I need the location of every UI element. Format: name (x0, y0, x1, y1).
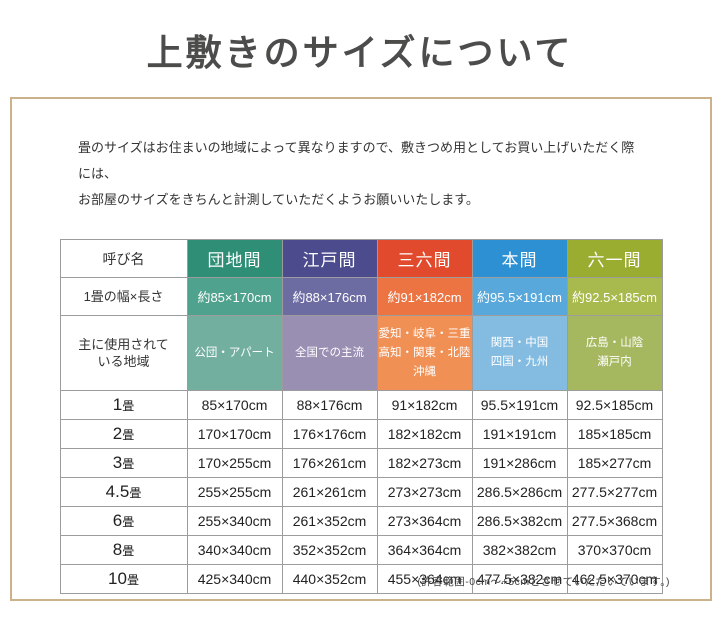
row-label-unit: 畳 (129, 485, 142, 500)
size-cell: 352×352cm (281, 535, 378, 565)
size-cell: 382×382cm (471, 535, 568, 565)
intro-text: 畳のサイズはお住まいの地域によって異なりますので、敷きつめ用としてお買い上げいた… (78, 135, 644, 213)
row-label-number: 6 (112, 510, 123, 530)
approx-size-cell: 約95.5×191cm (471, 277, 568, 316)
table-row: 1畳 85×170cm 88×176cm 91×182cm 95.5×191cm… (59, 390, 663, 420)
row-label-8jo: 8畳 (59, 535, 188, 565)
size-cell: 92.5×185cm (566, 390, 663, 420)
size-cell: 88×176cm (281, 390, 378, 420)
size-cell: 185×277cm (566, 448, 663, 478)
table-row: 4.5畳 255×255cm 261×261cm 273×273cm 286.5… (59, 477, 663, 507)
size-cell: 273×364cm (376, 506, 473, 536)
size-cell: 340×340cm (186, 535, 283, 565)
approx-size-cell: 約88×176cm (281, 277, 378, 316)
row-label-number: 1 (112, 394, 123, 414)
size-cell: 261×261cm (281, 477, 378, 507)
size-cell: 286.5×286cm (471, 477, 568, 507)
size-cell: 277.5×368cm (566, 506, 663, 536)
table-row: 2畳 170×170cm 176×176cm 182×182cm 191×191… (59, 419, 663, 449)
intro-line-1: 畳のサイズはお住まいの地域によって異なりますので、敷きつめ用としてお買い上げいた… (78, 140, 635, 181)
size-cell: 170×170cm (186, 419, 283, 449)
region-cell: 関西・中国 四国・九州 (471, 315, 568, 391)
size-cell: 91×182cm (376, 390, 473, 420)
table-row: 10畳 425×340cm 440×352cm 455×364cm 477.5×… (59, 564, 663, 594)
table-row: 6畳 255×340cm 261×352cm 273×364cm 286.5×3… (59, 506, 663, 536)
size-cell: 477.5×382cm (471, 564, 568, 594)
row-label-regions: 主に使用されて いる地域 (59, 315, 188, 391)
size-cell: 425×340cm (186, 564, 283, 594)
row-label-number: 4.5 (105, 481, 130, 501)
size-cell: 182×182cm (376, 419, 473, 449)
row-label-10jo: 10畳 (59, 564, 188, 594)
size-cell: 255×255cm (186, 477, 283, 507)
column-header-danchima: 団地間 (186, 239, 283, 278)
size-cell: 261×352cm (281, 506, 378, 536)
size-cell: 455×364cm (376, 564, 473, 594)
row-label-2jo: 2畳 (59, 419, 188, 449)
tolerance-note: (許容範囲-0cm～+5cmとさせていただいています。) (417, 576, 670, 588)
row-label-number: 8 (112, 539, 123, 559)
size-cell: 191×191cm (471, 419, 568, 449)
size-cell: 462.5×370cm (566, 564, 663, 594)
size-cell: 176×176cm (281, 419, 378, 449)
row-label-unit: 畳 (122, 398, 135, 413)
region-cell: 公団・アパート (186, 315, 283, 391)
intro-line-2: お部屋のサイズをきちんと計測していただくようお願いいたします。 (78, 192, 479, 207)
row-label-6jo: 6畳 (59, 506, 188, 536)
size-cell: 176×261cm (281, 448, 378, 478)
size-cell: 370×370cm (566, 535, 663, 565)
region-cell: 広島・山陰 瀬戸内 (566, 315, 663, 391)
region-cell: 愛知・岐阜・三重 高知・関東・北陸 沖縄 (376, 315, 473, 391)
row-label-width-length: 1畳の幅×長さ (59, 277, 188, 316)
corner-label: 呼び名 (59, 239, 188, 278)
table-row: 3畳 170×255cm 176×261cm 182×273cm 191×286… (59, 448, 663, 478)
column-header-edoma: 江戸間 (281, 239, 378, 278)
size-cell: 286.5×382cm (471, 506, 568, 536)
size-cell: 185×185cm (566, 419, 663, 449)
column-header-sabuma: 三六間 (376, 239, 473, 278)
row-label-3jo: 3畳 (59, 448, 188, 478)
region-row: 主に使用されて いる地域 公団・アパート 全国での主流 愛知・岐阜・三重 高知・… (59, 315, 663, 391)
column-header-honma: 本間 (471, 239, 568, 278)
table-header-row: 呼び名 団地間 江戸間 三六間 本間 六一間 (59, 239, 663, 278)
page-title: 上敷きのサイズについて (146, 33, 574, 73)
size-cell: 85×170cm (186, 390, 283, 420)
approx-size-cell: 約91×182cm (376, 277, 473, 316)
size-cell: 277.5×277cm (566, 477, 663, 507)
size-cell: 255×340cm (186, 506, 283, 536)
content-box: 畳のサイズはお住まいの地域によって異なりますので、敷きつめ用としてお買い上げいた… (10, 97, 712, 601)
table-row: 8畳 340×340cm 352×352cm 364×364cm 382×382… (59, 535, 663, 565)
row-label-number: 10 (108, 568, 127, 588)
row-label-4-5jo: 4.5畳 (59, 477, 188, 507)
size-cell: 364×364cm (376, 535, 473, 565)
size-cell: 273×273cm (376, 477, 473, 507)
column-header-rokuichima: 六一間 (566, 239, 663, 278)
region-cell: 全国での主流 (281, 315, 378, 391)
row-label-unit: 畳 (122, 514, 135, 529)
row-label-unit: 畳 (126, 572, 139, 587)
size-cell: 170×255cm (186, 448, 283, 478)
tatami-size-table: 呼び名 団地間 江戸間 三六間 本間 六一間 1畳の幅×長さ 約85×170cm… (59, 239, 663, 594)
row-label-number: 2 (112, 423, 123, 443)
approx-size-cell: 約92.5×185cm (566, 277, 663, 316)
row-label-unit: 畳 (122, 427, 135, 442)
row-label-unit: 畳 (122, 456, 135, 471)
approx-size-cell: 約85×170cm (186, 277, 283, 316)
size-cell: 191×286cm (471, 448, 568, 478)
row-label-number: 3 (112, 452, 123, 472)
size-cell: 95.5×191cm (471, 390, 568, 420)
row-label-unit: 畳 (122, 543, 135, 558)
row-label-1jo: 1畳 (59, 390, 188, 420)
size-cell: 182×273cm (376, 448, 473, 478)
size-cell: 440×352cm (281, 564, 378, 594)
approx-size-row: 1畳の幅×長さ 約85×170cm 約88×176cm 約91×182cm 約9… (59, 277, 663, 316)
